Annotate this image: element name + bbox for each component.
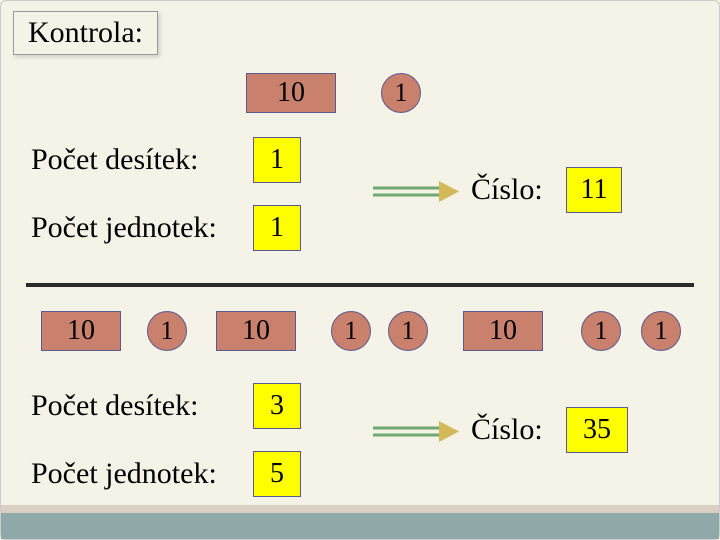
ones-count-box: 1: [253, 205, 301, 251]
tens-block-value: 10: [277, 77, 305, 109]
ones-block: 1: [381, 73, 421, 113]
tens-count-box: 3: [253, 383, 301, 429]
result-box: 35: [566, 407, 628, 453]
number-label: Číslo:: [471, 173, 543, 207]
section-divider: [26, 283, 694, 287]
tens-block: 10: [216, 311, 296, 351]
result-box: 11: [566, 167, 622, 213]
ones-count-box: 5: [253, 451, 301, 497]
tens-count: 3: [270, 390, 284, 422]
tens-block: 10: [41, 311, 121, 351]
title-text: Kontrola:: [28, 16, 143, 49]
ones-block: 1: [388, 311, 428, 351]
tens-count: 1: [270, 144, 284, 176]
title-box: Kontrola:: [13, 11, 158, 55]
bottom-band: [1, 513, 719, 539]
arrow-icon: [371, 417, 461, 447]
number-label: Číslo:: [471, 413, 543, 447]
tens-count-box: 1: [253, 137, 301, 183]
tens-block: 10: [463, 311, 543, 351]
ones-block-value: 1: [395, 78, 408, 108]
ones-block: 1: [147, 311, 187, 351]
tens-label: Počet desítek:: [31, 389, 198, 423]
ones-block: 1: [641, 311, 681, 351]
ones-label: Počet jednotek:: [31, 211, 217, 245]
tens-label: Počet desítek:: [31, 143, 198, 177]
ones-block: 1: [331, 311, 371, 351]
ones-block: 1: [581, 311, 621, 351]
arrow-icon: [371, 177, 461, 207]
result-value: 35: [583, 414, 611, 446]
tens-block: 10: [246, 73, 336, 113]
ones-label: Počet jednotek:: [31, 457, 217, 491]
result-value: 11: [581, 174, 608, 206]
ones-count: 1: [270, 212, 284, 244]
ones-count: 5: [270, 458, 284, 490]
